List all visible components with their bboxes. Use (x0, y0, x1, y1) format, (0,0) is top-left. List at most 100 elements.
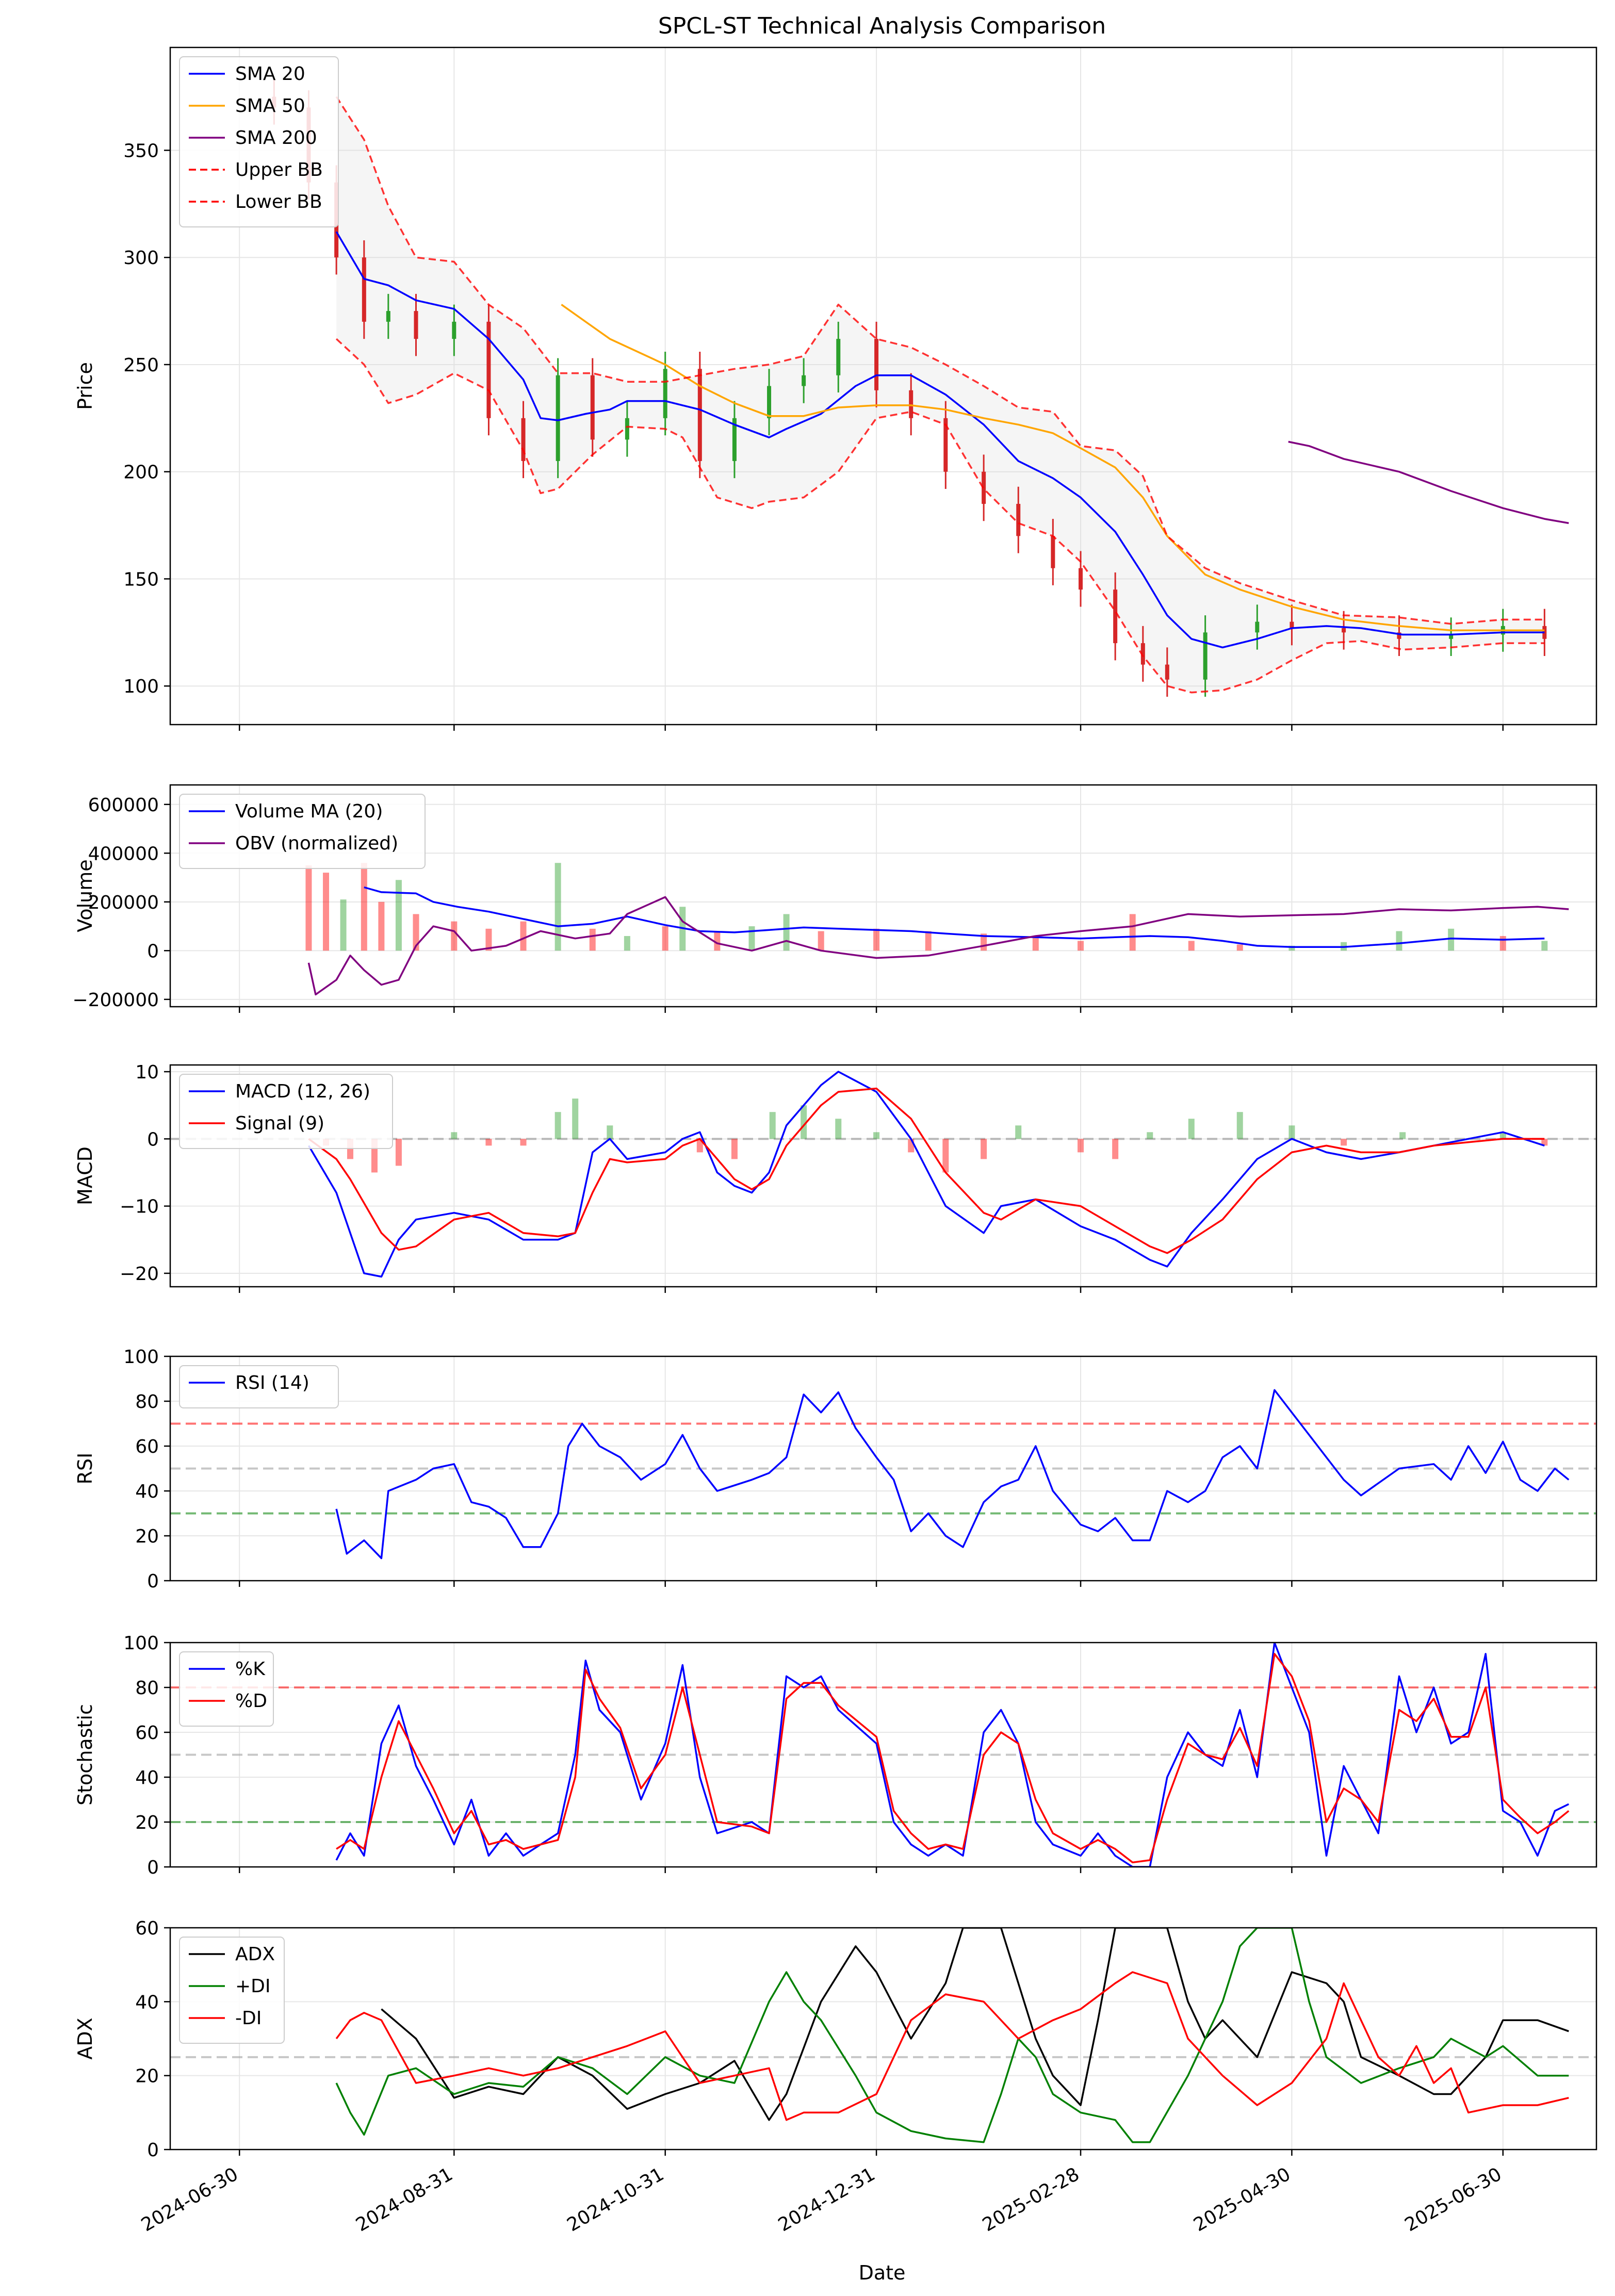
volume-bar (624, 936, 630, 951)
panel-frame-macd (169, 1064, 1597, 1288)
macd-histogram-bar (607, 1125, 613, 1139)
y-tick-label-macd: 10 (135, 1062, 159, 1083)
macd-histogram-bar (1078, 1139, 1084, 1153)
y-axis-label-macd: MACD (74, 1146, 96, 1205)
volume-bar (1396, 931, 1402, 951)
y-tick-label-volume: 0 (147, 941, 159, 962)
panel-rsi: 0 20 40 60 80 100 RSI RSI (14) (74, 1347, 1597, 1592)
series-line-adx-adx (381, 1928, 1569, 2121)
candle-body (362, 257, 366, 322)
y-axis-label-price: Price (74, 362, 96, 410)
volume-bar (1499, 936, 1506, 951)
y-tick-label-adx: 60 (135, 1918, 159, 1939)
macd-histogram-bar (908, 1139, 915, 1153)
legend-label-price: Lower BB (235, 191, 322, 212)
volume-bar (305, 865, 312, 951)
y-tick-label-rsi: 20 (135, 1526, 159, 1547)
y-tick-label-adx: 20 (135, 2066, 159, 2087)
legend-label-macd: Signal (9) (235, 1113, 324, 1134)
y-tick-label-macd: −10 (120, 1196, 159, 1218)
volume-bar (378, 901, 385, 951)
legend-box-macd (179, 1074, 393, 1149)
legend-label-adx: +DI (235, 1976, 271, 1997)
y-tick-label-volume: 200000 (88, 892, 159, 913)
candle-body (697, 369, 702, 461)
volume-bar (520, 921, 527, 951)
y-tick-label-adx: 0 (147, 2140, 159, 2161)
y-tick-label-price: 350 (123, 140, 159, 161)
y-tick-label-stochastic: 40 (135, 1767, 159, 1789)
candle-body (1165, 664, 1169, 680)
candle-body (767, 386, 772, 418)
volume-bar (413, 914, 419, 951)
volume-bar (1188, 941, 1195, 951)
candle-body (1051, 536, 1055, 568)
series-line-stochastic--d (336, 1653, 1570, 1864)
volume-bar (925, 931, 932, 951)
volume-bar (451, 921, 458, 951)
y-tick-label-price: 250 (123, 355, 159, 376)
macd-histogram-bar (769, 1112, 776, 1139)
candle-body (556, 375, 560, 461)
y-tick-label-price: 100 (123, 676, 159, 697)
candle-body (1542, 626, 1547, 639)
macd-histogram-bar (696, 1139, 703, 1153)
volume-bar (1541, 941, 1548, 951)
panel-body-macd (170, 1071, 1596, 1278)
series-line-price-lower-bb (335, 338, 1545, 694)
volume-bar (1078, 941, 1084, 951)
legend-label-stochastic: %D (235, 1691, 267, 1712)
chart-title: SPCL-ST Technical Analysis Comparison (658, 13, 1106, 39)
candle-body (874, 339, 879, 390)
macd-histogram-bar (1541, 1139, 1548, 1146)
y-axis-label-rsi: RSI (74, 1453, 96, 1485)
panel-frame-stochastic (169, 1642, 1597, 1868)
series-line-price-sma-20 (335, 231, 1545, 649)
y-tick-label-price: 150 (123, 569, 159, 590)
panel-body-adx (170, 1928, 1596, 2143)
macd-histogram-bar (520, 1139, 527, 1146)
panel-frame-volume (169, 784, 1597, 1008)
candle-body (909, 390, 913, 418)
legend-label-macd: MACD (12, 26) (235, 1081, 370, 1102)
legend-label-price: SMA 20 (235, 63, 305, 85)
legend-label-price: SMA 200 (235, 127, 317, 149)
volume-bar (1032, 936, 1039, 951)
candle-body (1449, 634, 1454, 639)
y-tick-label-price: 300 (123, 248, 159, 269)
y-axis-label-volume: Volume (74, 859, 96, 932)
macd-histogram-bar (395, 1139, 402, 1166)
candle-body (1140, 643, 1145, 665)
series-line-volume-volume-ma-20- (364, 886, 1545, 948)
candle-body (590, 375, 595, 440)
volume-bar (554, 863, 561, 951)
candle-body (1113, 589, 1118, 644)
volume-bar (748, 926, 755, 951)
panel-body-price (272, 79, 1569, 697)
y-axis-label-stochastic: Stochastic (74, 1704, 96, 1806)
volume-bar (361, 863, 367, 951)
candle-body (1203, 632, 1208, 680)
candle-body (663, 369, 667, 418)
series-line-price-upper-bb (335, 96, 1545, 625)
candle-body (452, 321, 456, 339)
candle-body (486, 321, 491, 418)
legend-box-stochastic (179, 1651, 274, 1727)
volume-bar (485, 928, 492, 951)
volume-bar (1448, 928, 1455, 951)
candle-body (625, 418, 629, 440)
macd-histogram-bar (731, 1139, 738, 1159)
y-tick-label-volume: 400000 (88, 843, 159, 864)
y-tick-label-stochastic: 0 (147, 1857, 159, 1878)
macd-histogram-bar (1147, 1132, 1153, 1139)
y-tick-label-price: 200 (123, 462, 159, 483)
macd-histogram-bar (1188, 1119, 1195, 1139)
macd-histogram-bar (554, 1112, 561, 1139)
series-line-macd-signal-9- (308, 1087, 1545, 1254)
y-tick-label-adx: 40 (135, 1992, 159, 2013)
panel-stochastic: 0 20 40 60 80 100 Stochastic %K %D (74, 1633, 1597, 1878)
y-tick-label-stochastic: 60 (135, 1723, 159, 1744)
y-tick-label-stochastic: 20 (135, 1812, 159, 1833)
